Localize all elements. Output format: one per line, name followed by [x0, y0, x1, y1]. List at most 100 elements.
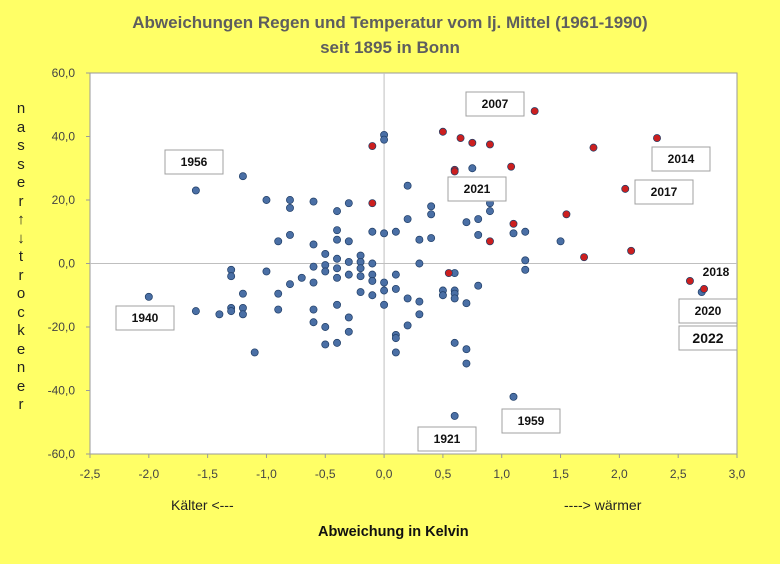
data-point-blue — [427, 210, 436, 219]
x-tick-label: 1,0 — [493, 467, 510, 481]
x-tick-label: 2,0 — [611, 467, 628, 481]
data-point-blue — [415, 235, 424, 244]
x-tick-label: -2,0 — [138, 467, 159, 481]
y-label-char: t — [18, 248, 24, 265]
chart-title: Abweichungen Regen und Temperatur vom lj… — [132, 13, 648, 32]
data-point-red — [530, 107, 539, 116]
data-point-blue — [403, 321, 412, 330]
warmer-hint: ----> wärmer — [564, 497, 642, 513]
data-point-red — [368, 142, 377, 150]
data-point-blue — [468, 164, 477, 173]
y-tick-label: 60,0 — [52, 66, 76, 80]
x-tick-label: 0,5 — [435, 467, 452, 481]
data-point-blue — [556, 237, 565, 246]
data-point-blue — [462, 218, 471, 227]
x-tick-label: -1,0 — [256, 467, 277, 481]
annotation-box — [651, 146, 711, 172]
data-point-blue — [309, 278, 318, 287]
data-point-blue — [286, 280, 294, 289]
data-point-red — [507, 162, 516, 171]
data-point-blue — [321, 340, 330, 349]
annotation-box — [678, 298, 738, 324]
data-point-blue — [262, 267, 271, 276]
annotation-label: 1959 — [518, 414, 545, 428]
y-label-char: c — [17, 303, 25, 321]
data-point-red — [621, 184, 630, 193]
data-point-blue — [368, 259, 377, 268]
data-point-blue — [309, 305, 318, 314]
annotation-label: 2007 — [482, 97, 509, 111]
data-point-blue — [450, 411, 459, 420]
data-point-blue — [403, 215, 412, 223]
data-point-blue — [321, 267, 330, 276]
x-axis-label: Abweichung in Kelvin — [318, 524, 469, 540]
data-point-blue — [391, 270, 400, 279]
x-tick-label: -1,5 — [197, 467, 218, 481]
y-axis-label: n a s s e r ↑ ↓ t r o c k e n e r — [14, 100, 28, 415]
data-point-blue — [286, 203, 294, 212]
data-point-red — [580, 253, 589, 262]
data-point-blue — [474, 215, 483, 223]
data-point-blue — [462, 299, 471, 308]
data-point-blue — [380, 300, 389, 309]
data-point-blue — [309, 318, 318, 327]
data-point-red — [685, 277, 694, 285]
x-tick-label: 0,0 — [376, 467, 393, 481]
data-point-blue — [191, 307, 200, 316]
y-label-char: n — [16, 100, 26, 117]
data-point-blue — [356, 264, 365, 273]
data-point-blue — [333, 273, 341, 282]
data-point-blue — [462, 359, 471, 368]
data-point-blue — [238, 172, 247, 181]
y-label-char: s — [17, 137, 25, 154]
annotation-label: 2021 — [464, 182, 491, 196]
data-point-blue — [380, 135, 389, 144]
annotation-label: 2018 — [703, 265, 730, 279]
data-point-blue — [403, 181, 412, 190]
data-point-blue — [238, 310, 247, 319]
data-point-blue — [333, 300, 341, 309]
data-point-blue — [368, 291, 377, 300]
data-point-blue — [521, 265, 530, 274]
data-point-blue — [309, 240, 318, 249]
data-point-blue — [344, 237, 353, 246]
data-point-red — [450, 167, 459, 176]
data-point-blue — [333, 264, 341, 273]
data-point-red — [486, 237, 494, 246]
y-tick-label: 20,0 — [52, 193, 76, 207]
data-point-blue — [321, 250, 330, 258]
data-point-red — [438, 127, 447, 136]
data-point-red — [653, 134, 661, 143]
data-point-blue — [274, 237, 283, 246]
data-point-blue — [215, 310, 224, 319]
data-point-blue — [380, 278, 389, 287]
colder-hint: Kälter <--- — [171, 497, 234, 513]
data-point-red — [700, 284, 709, 293]
y-label-char: ↓ — [17, 229, 25, 247]
x-tick-label: 1,5 — [552, 467, 569, 481]
data-point-blue — [462, 345, 471, 354]
annotation-box — [447, 176, 507, 202]
data-point-blue — [521, 227, 530, 236]
annotation-label: 1956 — [181, 155, 208, 169]
data-point-blue — [333, 226, 341, 235]
y-label-char: n — [16, 359, 26, 376]
data-point-blue — [344, 270, 353, 279]
y-tick-label: -40,0 — [48, 384, 76, 398]
data-point-red — [627, 246, 636, 255]
x-tick-label: 2,5 — [670, 467, 687, 481]
y-label-char: o — [16, 285, 26, 302]
data-point-blue — [486, 207, 494, 216]
data-point-blue — [262, 196, 271, 204]
data-point-blue — [333, 338, 341, 347]
annotation-label: 2020 — [695, 304, 722, 318]
annotation-label: 1921 — [434, 432, 461, 446]
y-label-char: e — [16, 377, 26, 395]
y-label-char: e — [16, 340, 26, 358]
x-tick-label: 3,0 — [729, 467, 746, 481]
data-point-blue — [380, 229, 389, 238]
y-label-char: e — [16, 174, 26, 191]
data-point-red — [468, 138, 477, 147]
data-point-blue — [144, 292, 153, 301]
data-point-blue — [238, 289, 247, 298]
